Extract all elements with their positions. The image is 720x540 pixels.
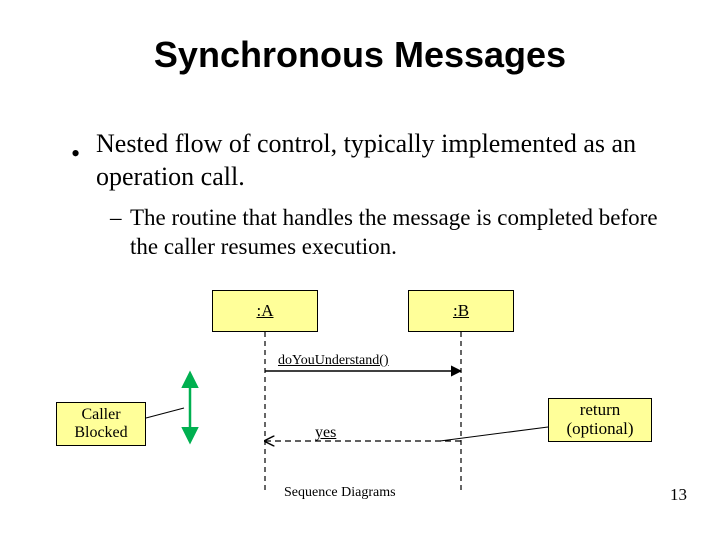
bullet2-text: The routine that handles the message is …: [130, 205, 658, 259]
return-text-1: return: [580, 401, 621, 420]
page-number: 13: [670, 485, 687, 505]
bullet-level1: • Nested flow of control, typically impl…: [96, 128, 656, 193]
bullet-dot-icon: •: [71, 138, 80, 171]
caller-connector: [146, 408, 184, 418]
bullet-level2: – The routine that handles the message i…: [130, 204, 690, 262]
footer-center: Sequence Diagrams: [284, 485, 396, 501]
caller-blocked-box: Caller Blocked: [56, 402, 146, 446]
bullet-dash-icon: –: [110, 204, 122, 233]
object-b-label: :B: [453, 301, 469, 321]
slide-title: Synchronous Messages: [0, 34, 720, 76]
title-text: Synchronous Messages: [154, 34, 566, 75]
return-label: yes: [315, 424, 336, 442]
slide: { "title": { "text": "Synchronous Messag…: [0, 0, 720, 540]
bullet1-text: Nested flow of control, typically implem…: [96, 129, 636, 191]
return-optional-box: return (optional): [548, 398, 652, 442]
object-b: :B: [408, 290, 514, 332]
object-a-label: :A: [257, 301, 274, 321]
object-a: :A: [212, 290, 318, 332]
caller-blocked-text: Caller Blocked: [57, 406, 145, 443]
sequence-diagram-svg: [0, 0, 720, 540]
return-connector: [440, 427, 548, 441]
message-label: doYouUnderstand(): [278, 353, 389, 369]
return-text-2: (optional): [566, 420, 633, 439]
